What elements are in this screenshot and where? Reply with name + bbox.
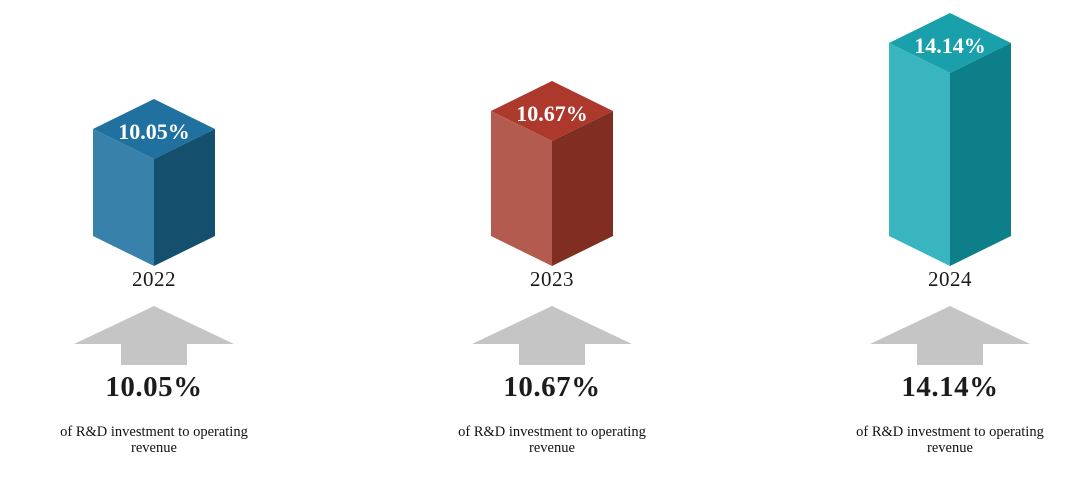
chart-column-2024: 14.14% 2024 14.14% of R&D investment to … — [800, 0, 1079, 490]
chart-column-2023: 10.67% 2023 10.67% of R&D investment to … — [402, 0, 702, 490]
arrow-wrap — [800, 306, 1079, 365]
up-arrow-icon — [74, 306, 234, 365]
bar-value-label: 10.05% — [118, 119, 190, 144]
percent-value: 10.67% — [503, 371, 601, 403]
bar-value-label: 10.67% — [516, 101, 588, 126]
bar-3d: 10.67% — [491, 81, 613, 266]
arrow-wrap — [4, 306, 304, 365]
arrow-wrap — [402, 306, 702, 365]
bar-value-label: 14.14% — [914, 33, 986, 58]
bar-area: 10.05% — [4, 0, 304, 266]
bar-caption: of R&D investment to operating revenue — [458, 424, 646, 457]
up-arrow-icon — [870, 306, 1030, 365]
percent-value: 10.05% — [105, 371, 203, 403]
year-label: 2022 — [132, 267, 176, 291]
bar-caption: of R&D investment to operating revenue — [856, 424, 1044, 457]
chart-column-2022: 10.05% 2022 10.05% of R&D investment to … — [4, 0, 304, 490]
year-label: 2023 — [530, 267, 574, 291]
bar-3d: 14.14% — [889, 13, 1011, 266]
year-label: 2024 — [928, 267, 972, 291]
up-arrow-icon — [472, 306, 632, 365]
bar-3d: 10.05% — [93, 99, 215, 266]
bar-caption: of R&D investment to operating revenue — [60, 424, 248, 457]
bar-area: 14.14% — [800, 0, 1079, 266]
bar-area: 10.67% — [402, 0, 702, 266]
percent-value: 14.14% — [901, 371, 999, 403]
